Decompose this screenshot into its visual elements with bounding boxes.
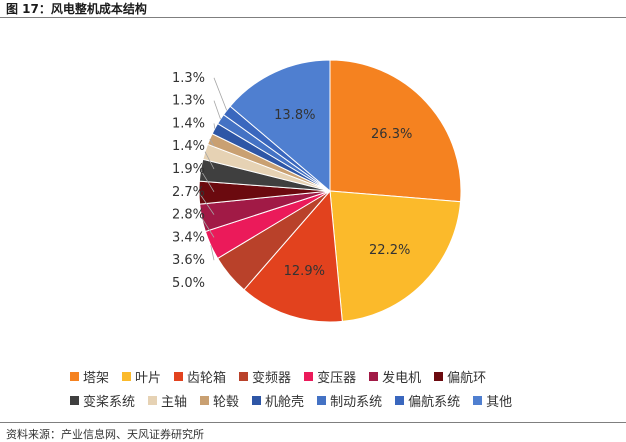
- pie-chart: 26.3% 22.2% 12.9% 13.8% 5.0% 3.6% 3.4% 2.8% 2.7%…: [172, 59, 462, 323]
- legend-swatch: [148, 395, 158, 405]
- leader-line: [213, 77, 228, 111]
- legend-row: 变桨系统 主轴 轮毂 机舱壳 制动系统 偏航系统 其他: [70, 388, 626, 412]
- legend-item: 偏航环: [434, 367, 486, 386]
- pie-slice: [329, 190, 462, 322]
- legend-label: 偏航系统: [408, 394, 461, 410]
- legend-item: 变压器: [304, 367, 356, 386]
- slice-data-label: 3.6%: [172, 253, 205, 268]
- legend-item: 变桨系统: [70, 391, 135, 410]
- leader-line: [210, 245, 215, 261]
- slice-data-label: 3.4%: [172, 230, 205, 245]
- source-note: 资料来源：产业信息网、天风证券研究所: [6, 428, 204, 441]
- legend-swatch: [473, 395, 483, 405]
- legend-label: 偏航环: [447, 370, 487, 386]
- legend-item: 机舱壳: [252, 391, 304, 410]
- legend-swatch: [239, 371, 249, 381]
- legend-label: 发电机: [382, 370, 422, 386]
- legend-item: 叶片: [122, 367, 161, 386]
- leader-line: [204, 151, 215, 170]
- legend-swatch: [200, 395, 210, 405]
- pie-slice: [229, 59, 331, 193]
- legend-label: 机舱壳: [265, 394, 305, 410]
- legend-item: 发电机: [369, 367, 421, 386]
- legend-item: 偏航系统: [395, 391, 460, 410]
- legend-swatch: [395, 395, 405, 405]
- legend-label: 齿轮箱: [187, 370, 227, 386]
- legend-item: 变频器: [239, 367, 291, 386]
- slice-data-label: 1.4%: [172, 139, 205, 154]
- legend-label: 制动系统: [330, 394, 383, 410]
- figure-title: 图 17：风电整机成本结构: [6, 2, 147, 16]
- leader-line: [213, 123, 216, 129]
- legend-item: 塔架: [70, 367, 109, 386]
- slice-data-label: 12.9%: [284, 264, 325, 279]
- leader-line: [200, 169, 215, 193]
- legend-label: 其他: [486, 394, 513, 410]
- legend-swatch: [317, 395, 327, 405]
- legend-label: 变压器: [317, 370, 357, 386]
- slice-data-label: 2.7%: [172, 185, 205, 200]
- leader-line: [213, 100, 221, 120]
- legend-swatch: [70, 371, 79, 381]
- legend-item: 制动系统: [317, 391, 382, 410]
- legend-item: 其他: [473, 391, 512, 410]
- leader-line: [209, 138, 215, 147]
- legend-label: 主轴: [161, 394, 188, 410]
- legend-swatch: [174, 371, 184, 381]
- legend-swatch: [304, 371, 314, 381]
- legend-label: 轮毂: [213, 394, 240, 410]
- slice-data-label: 1.4%: [172, 116, 205, 131]
- legend-label: 变桨系统: [83, 394, 136, 410]
- legend-item: 齿轮箱: [174, 367, 226, 386]
- slice-data-label: 26.3%: [371, 127, 412, 142]
- chart-legend: 塔架 叶片 齿轮箱 变频器 变压器 发电机 偏航环变桨系统 主轴 轮毂 机舱壳 制动系统 偏航系统 其他: [70, 364, 626, 412]
- legend-item: 轮毂: [200, 391, 239, 410]
- slice-data-label: 2.8%: [172, 208, 205, 223]
- legend-swatch: [434, 371, 444, 381]
- slice-data-label: 1.9%: [172, 162, 205, 177]
- leader-line: [201, 217, 215, 238]
- legend-label: 塔架: [83, 370, 110, 386]
- slice-data-label: 1.3%: [172, 94, 205, 109]
- legend-label: 叶片: [135, 370, 162, 386]
- legend-swatch: [122, 371, 132, 381]
- source-divider: [0, 422, 626, 423]
- legend-swatch: [369, 371, 379, 381]
- slice-data-label: 13.8%: [274, 108, 315, 123]
- slice-data-label: 5.0%: [172, 276, 205, 291]
- title-divider: [0, 17, 626, 18]
- legend-row: 塔架 叶片 齿轮箱 变频器 变压器 发电机 偏航环: [70, 364, 626, 388]
- slice-data-label: 22.2%: [369, 243, 410, 258]
- legend-item: 主轴: [148, 391, 187, 410]
- slice-data-label: 1.3%: [172, 71, 205, 86]
- pie-slice: [329, 59, 462, 203]
- legend-swatch: [70, 395, 79, 405]
- legend-swatch: [252, 395, 262, 405]
- leader-line: [198, 192, 215, 215]
- pie-slice: [243, 189, 343, 323]
- legend-label: 变频器: [252, 370, 292, 386]
